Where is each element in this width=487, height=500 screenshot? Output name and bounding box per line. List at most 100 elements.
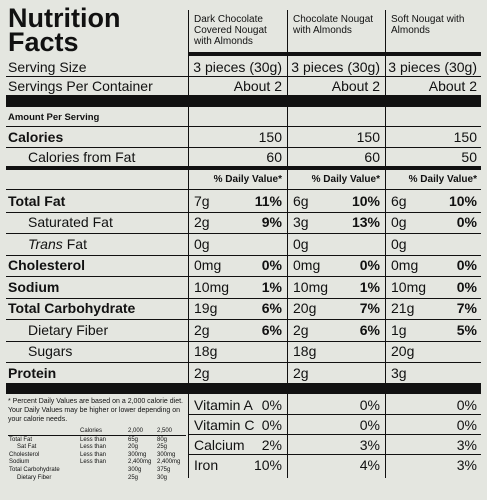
header-bar xyxy=(189,52,481,56)
nutrient-amount: 18g xyxy=(293,343,317,360)
footnote-rule xyxy=(8,434,186,436)
vitamin-value: 0% xyxy=(359,416,380,433)
nutrient-daily-value: 6% xyxy=(359,321,380,338)
footnote-value: 25g xyxy=(128,474,139,481)
vitamin-value: 3% xyxy=(456,436,477,453)
footnote-value: 80g xyxy=(157,436,168,443)
row-value: About 2 xyxy=(233,78,282,94)
vitamin-value: 0% xyxy=(456,396,477,413)
footnote-value: 20g xyxy=(128,444,139,451)
footnote-value: 2,400mg xyxy=(157,459,181,466)
rule xyxy=(188,413,481,415)
rule xyxy=(6,340,481,342)
nutrient-amount: 0mg xyxy=(194,257,222,274)
row-value: About 2 xyxy=(428,78,477,94)
nutrient-amount: 0g xyxy=(391,214,407,231)
nutrient-daily-value: 0% xyxy=(359,257,380,274)
nutrient-amount: 0g xyxy=(391,235,407,252)
nutrient-label-italic: Trans xyxy=(28,235,63,252)
rule xyxy=(6,76,481,77)
nutrient-amount: 1g xyxy=(391,321,407,338)
footnote: * Percent Daily Values are based on a 2,… xyxy=(8,397,183,423)
row-value: 60 xyxy=(364,149,380,165)
nutrient-amount: 19g xyxy=(194,300,218,317)
nutrient-amount: 2g xyxy=(194,364,210,381)
row-value: About 2 xyxy=(331,78,380,94)
nutrient-label: Protein xyxy=(8,364,57,381)
vitamin-value: 3% xyxy=(359,436,380,453)
footnote-nutrient: Cholesterol xyxy=(9,451,40,458)
nutrient-amount: 2g xyxy=(293,321,309,338)
nutrient-daily-value: 10% xyxy=(351,192,380,209)
nutrient-daily-value: 7% xyxy=(359,300,380,317)
nutrient-amount: 20g xyxy=(391,343,415,360)
footnote-nutrient: Sodium xyxy=(9,459,30,466)
product-name: Chocolate Nougat with Almonds xyxy=(293,14,374,36)
nutrient-amount: 18g xyxy=(194,343,218,360)
nutrient-amount: 2g xyxy=(293,364,309,381)
title: Nutrition Facts xyxy=(8,3,121,57)
nutrient-amount: 2g xyxy=(194,321,210,338)
row-value: 150 xyxy=(453,129,477,145)
vitamin-value: 3% xyxy=(456,456,477,473)
row-label: Servings Per Container xyxy=(8,78,153,94)
row-value: 3 pieces (30g) xyxy=(388,59,477,75)
footnote-limit: Less than xyxy=(80,451,107,458)
footnote-nutrient: Total Carbohydrate xyxy=(9,466,60,473)
nutrient-label: Dietary Fiber xyxy=(28,321,109,338)
footnote-value: 65g xyxy=(128,436,139,443)
nutrient-amount: 6g xyxy=(391,192,407,209)
vitamin-label: Vitamin A xyxy=(194,396,253,413)
column-divider xyxy=(188,10,189,478)
footnote-limit: Less than xyxy=(80,436,107,443)
rule xyxy=(6,147,481,148)
footnote-value: 25g xyxy=(157,444,168,451)
row-value: 150 xyxy=(258,129,282,145)
vitamin-value: 0% xyxy=(456,416,477,433)
row-label: Serving Size xyxy=(8,59,87,75)
product-name: Dark Chocolate Covered Nougat with Almon… xyxy=(194,14,267,47)
footnote-limit: Less than xyxy=(80,459,107,466)
footnote-value: 30g xyxy=(157,474,168,481)
daily-value-header: % Daily Value* xyxy=(213,174,282,185)
vitamin-value: 0% xyxy=(261,396,282,413)
nutrient-amount: 10mg xyxy=(391,278,427,295)
nutrient-amount: 0g xyxy=(194,235,210,252)
rule xyxy=(6,362,481,363)
row-value: 150 xyxy=(356,129,380,145)
nutrient-daily-value: 0% xyxy=(456,278,477,295)
rule xyxy=(6,319,481,320)
rule xyxy=(6,233,481,234)
footnote-value: 375g xyxy=(157,466,171,473)
vitamin-value: 2% xyxy=(261,436,282,453)
nutrient-label: Total Fat xyxy=(8,192,66,209)
nutrient-daily-value: 6% xyxy=(261,300,282,317)
nutrient-amount: 20g xyxy=(293,300,317,317)
vitamin-value: 0% xyxy=(359,396,380,413)
footnote-value: 2,400mg xyxy=(128,459,152,466)
footnote-value: 300g xyxy=(128,466,142,473)
nutrient-amount: 10mg xyxy=(194,278,230,295)
row-value: 3 pieces (30g) xyxy=(193,59,282,75)
section-label: Amount Per Serving xyxy=(8,112,100,124)
footnote-header: Calories xyxy=(80,427,103,434)
nutrient-amount: 2g xyxy=(194,214,210,231)
rule xyxy=(6,95,481,107)
row-value: 3 pieces (30g) xyxy=(291,59,380,75)
nutrient-amount: 0mg xyxy=(293,257,321,274)
rule xyxy=(6,126,481,127)
rule xyxy=(6,254,481,256)
nutrient-daily-value: 6% xyxy=(261,321,282,338)
column-divider xyxy=(385,10,386,478)
rule xyxy=(188,453,481,455)
column-divider xyxy=(287,10,288,478)
vitamin-value: 4% xyxy=(359,456,380,473)
row-label: Calories from Fat xyxy=(28,149,136,165)
nutrient-amount: 7g xyxy=(194,192,210,209)
nutrient-daily-value: 1% xyxy=(359,278,380,295)
vitamin-label: Calcium xyxy=(194,436,245,453)
nutrient-label: Cholesterol xyxy=(8,257,86,274)
nutrient-daily-value: 10% xyxy=(448,192,477,209)
nutrient-amount: 21g xyxy=(391,300,415,317)
rule xyxy=(188,433,481,435)
